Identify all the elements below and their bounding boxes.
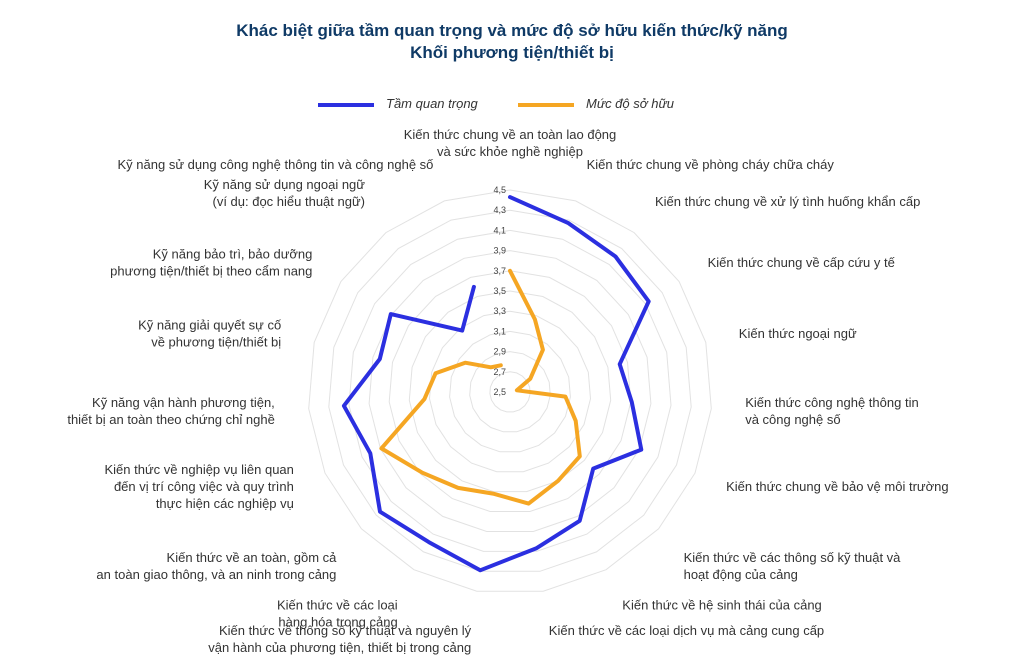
- legend-swatch-ownership: [518, 102, 574, 107]
- grid-ring: [449, 330, 571, 453]
- axis-label: Kiến thức chung về bảo vệ môi trường: [726, 479, 949, 494]
- data-point: [434, 371, 438, 375]
- grid-ring: [428, 310, 592, 473]
- data-point: [378, 510, 382, 514]
- axis-label: Kỹ năng sử dụng ngoại ngữ (ví dụ: đọc hiể…: [204, 177, 366, 209]
- data-point: [566, 221, 570, 225]
- legend-label-ownership: Mức độ sở hữu: [586, 96, 674, 111]
- data-point: [368, 451, 372, 455]
- tick-label: 4,1: [493, 225, 506, 235]
- tick-label: 3,5: [493, 286, 506, 296]
- data-point: [574, 419, 578, 423]
- data-point: [463, 361, 467, 365]
- axis-label: Kiến thức công nghệ thông tin và công ngh…: [745, 395, 919, 427]
- data-point: [639, 448, 643, 452]
- axis-label: Kỹ năng sử dụng công nghệ thông tin và c…: [118, 157, 434, 172]
- data-point: [342, 404, 346, 408]
- data-point: [578, 519, 582, 523]
- data-point: [527, 502, 531, 506]
- data-point: [478, 568, 482, 572]
- axis-label: Kiến thức về các loại dịch vụ mà cảng cu…: [549, 623, 824, 638]
- data-point: [534, 546, 538, 550]
- axis-label: Kiến thức chung về xử lý tình huống khẩn…: [655, 194, 920, 209]
- grid-ring: [348, 229, 672, 552]
- data-point: [472, 285, 476, 289]
- grid-ring: [308, 189, 712, 592]
- data-point: [614, 255, 617, 258]
- data-point: [541, 348, 545, 352]
- tick-label: 3,7: [493, 266, 506, 276]
- axis-label: Kỹ năng giải quyết sự cố về phương tiện/t…: [138, 318, 281, 350]
- tick-label: 3,1: [493, 326, 506, 336]
- data-point: [578, 454, 582, 458]
- data-point: [379, 446, 383, 450]
- data-point: [422, 397, 426, 401]
- data-point: [591, 467, 595, 471]
- tick-label: 2,9: [493, 347, 506, 357]
- data-point: [508, 195, 512, 199]
- chart-subtitle: Khối phương tiện/thiết bị: [410, 43, 614, 62]
- grid-ring: [328, 209, 692, 572]
- legend-item-ownership: Mức độ sở hữu: [518, 96, 674, 111]
- data-point: [389, 312, 393, 316]
- data-point: [630, 400, 634, 404]
- axis-label: Kỹ năng bảo trì, bảo dưỡng phương tiện/th…: [110, 246, 312, 278]
- axis-label: Kiến thức về các loại hàng hóa trong cảng: [277, 598, 398, 630]
- axis-label: Kỹ năng vận hành phương tiện, thiết bị an…: [67, 395, 274, 427]
- data-point: [427, 540, 431, 544]
- data-point: [563, 395, 567, 399]
- data-point: [508, 269, 512, 273]
- tick-label: 2,7: [493, 367, 506, 377]
- tick-label: 3,9: [493, 246, 506, 256]
- grid-ring: [469, 351, 551, 433]
- axis-label: Kiến thức chung về an toàn lao động và sứ…: [404, 127, 617, 159]
- axis-label: Kiến thức ngoại ngữ: [739, 326, 857, 341]
- grid-ring: [368, 250, 652, 532]
- axis-label: Kiến thức chung về cấp cứu y tế: [708, 255, 896, 270]
- legend-label-importance: Tầm quan trọng: [386, 96, 478, 111]
- data-point: [378, 357, 382, 361]
- tick-label: 4,5: [493, 185, 506, 195]
- data-point: [460, 329, 464, 333]
- axis-label: Kiến thức về nghiệp vụ liên quan đến vị t…: [105, 462, 294, 511]
- axis-label: Kiến thức chung về phòng cháy chữa cháy: [587, 157, 835, 172]
- data-point: [420, 471, 424, 475]
- data-point: [528, 377, 532, 381]
- axis-label: Kiến thức về thông số kỹ thuật và nguyên…: [208, 623, 471, 655]
- tick-label: 4,3: [493, 205, 506, 215]
- data-point: [556, 479, 560, 483]
- data-point: [489, 365, 493, 369]
- grid-ring: [388, 270, 632, 512]
- data-point: [533, 317, 537, 321]
- data-point: [515, 388, 519, 392]
- tick-label: 2,5: [493, 387, 506, 397]
- data-point: [491, 492, 495, 496]
- tick-label: 3,3: [493, 306, 506, 316]
- legend-swatch-importance: [318, 102, 374, 107]
- grid-ring: [408, 290, 612, 493]
- axis-label: Kiến thức về các thông số kỹ thuật và hoạ…: [684, 550, 902, 582]
- data-point: [618, 362, 622, 366]
- axis-label: Kiến thức về an toàn, gồm cả an toàn giao…: [96, 550, 337, 582]
- axis-label: Kiến thức về hệ sinh thái của cảng: [622, 598, 822, 613]
- data-point: [647, 299, 651, 303]
- data-point: [456, 486, 460, 490]
- legend-item-importance: Tầm quan trọng: [318, 96, 478, 111]
- data-point: [499, 363, 503, 367]
- chart-title: Khác biệt giữa tầm quan trọng và mức độ …: [236, 21, 788, 40]
